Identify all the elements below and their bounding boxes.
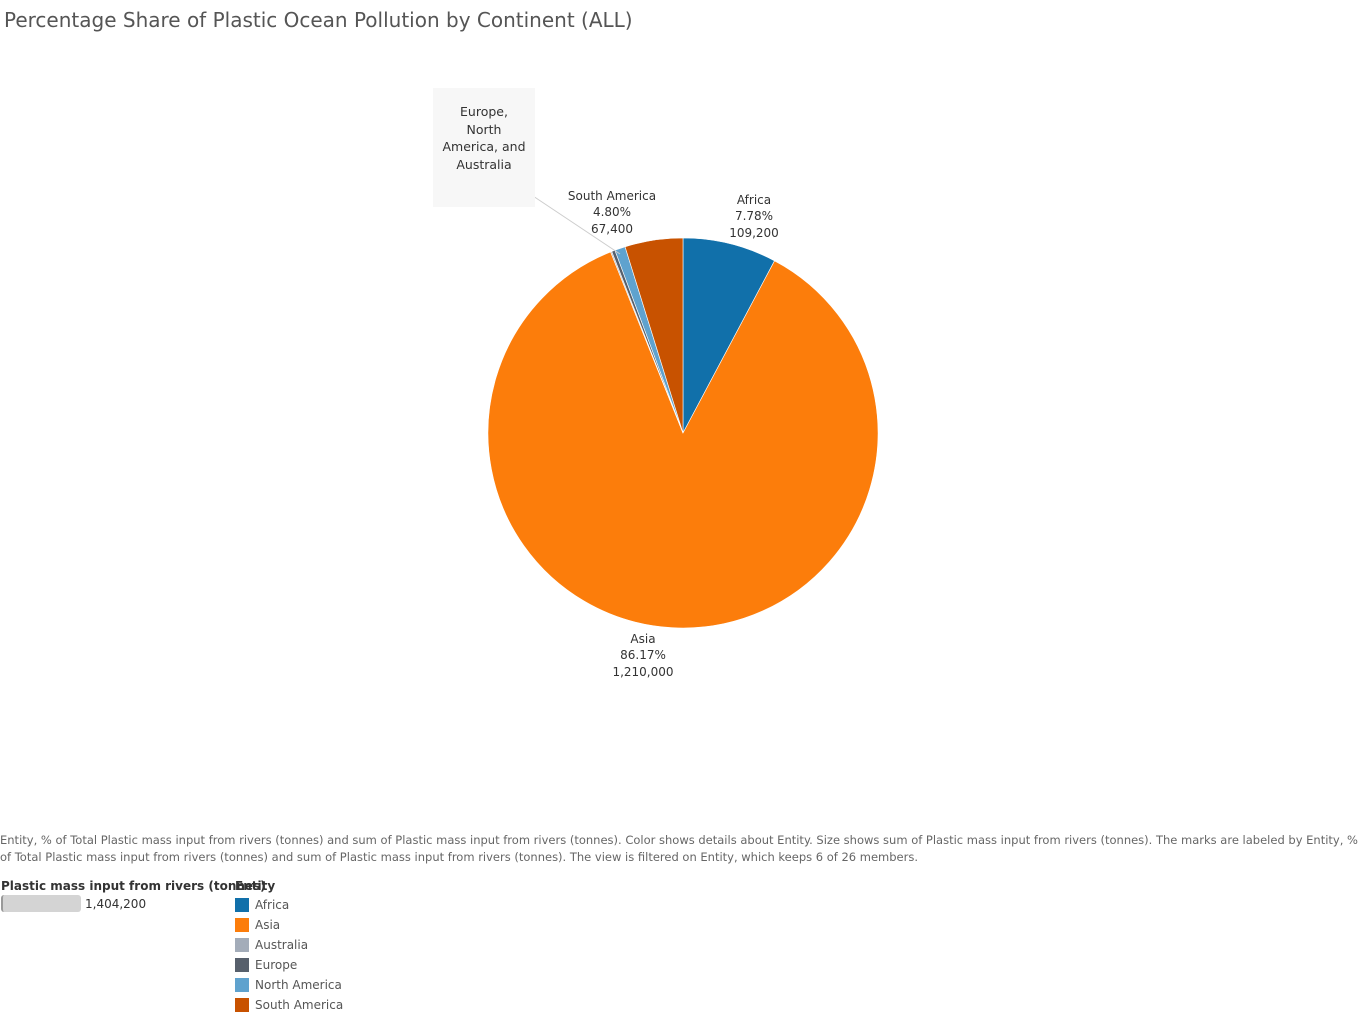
legend-label: South America — [255, 998, 344, 1012]
size-legend-swatch — [1, 895, 81, 912]
legend-item-australia[interactable]: Australia — [235, 935, 343, 955]
legend-item-north-america[interactable]: North America — [235, 975, 343, 995]
label-percent: 7.78% — [735, 209, 773, 223]
grouped-slices-callout: Europe, North America, and Australia — [433, 88, 535, 207]
legend-label: North America — [255, 978, 342, 992]
callout-leader-line — [532, 195, 621, 255]
legend-label: Africa — [255, 898, 290, 912]
size-legend: Plastic mass input from rivers (tonnes) … — [1, 879, 266, 912]
callout-line: America, and — [442, 139, 526, 154]
callout-line: Australia — [456, 156, 512, 172]
label-percent: 4.80% — [593, 205, 631, 219]
size-legend-max-label: 1,404,200 — [85, 896, 147, 911]
label-entity: South America — [568, 189, 656, 203]
label-entity: Africa — [737, 193, 771, 207]
legend-item-south-america[interactable]: South America — [235, 995, 343, 1015]
legend-swatch — [235, 898, 249, 912]
pie-slice-asia[interactable] — [487, 251, 879, 629]
label-percent: 86.17% — [620, 648, 666, 662]
legend-item-africa[interactable]: Africa — [235, 895, 343, 915]
label-value: 109,200 — [729, 226, 779, 240]
pie-slice-africa[interactable] — [682, 237, 775, 434]
legend-swatch — [235, 958, 249, 972]
legend-swatch — [235, 998, 249, 1012]
size-legend-title: Plastic mass input from rivers (tonnes) — [1, 879, 266, 893]
legend-swatch — [235, 918, 249, 932]
label-value: 1,210,000 — [612, 665, 673, 679]
legend-label: Asia — [255, 918, 281, 932]
size-legend-row: 1,404,200 — [1, 895, 266, 912]
slice-label-asia: Asia 86.17% 1,210,000 — [612, 632, 673, 679]
label-value: 67,400 — [591, 222, 633, 236]
chart-title: Percentage Share of Plastic Ocean Pollut… — [4, 8, 633, 32]
legend-swatch — [235, 938, 249, 952]
legend-swatch — [235, 978, 249, 992]
label-entity: Asia — [630, 632, 655, 646]
pie-chart: South America 4.80% 67,400 Africa 7.78% … — [487, 189, 879, 679]
callout-line: Europe, — [460, 104, 508, 119]
color-legend-title: Entity — [235, 879, 276, 893]
legend-label: Europe — [255, 958, 298, 972]
color-legend[interactable]: Entity Africa Asia Australia Europe Nort… — [235, 879, 343, 1015]
chart-caption: Entity, % of Total Plastic mass input fr… — [0, 833, 1358, 864]
legend-item-europe[interactable]: Europe — [235, 955, 343, 975]
slice-label-africa: Africa 7.78% 109,200 — [729, 193, 779, 240]
pie-slices — [487, 237, 879, 629]
callout-line: North — [466, 121, 502, 137]
legend-item-asia[interactable]: Asia — [235, 915, 343, 935]
legend-label: Australia — [255, 938, 309, 952]
slice-label-south-america: South America 4.80% 67,400 — [568, 189, 656, 236]
pie-slice-south-america[interactable] — [624, 237, 684, 434]
